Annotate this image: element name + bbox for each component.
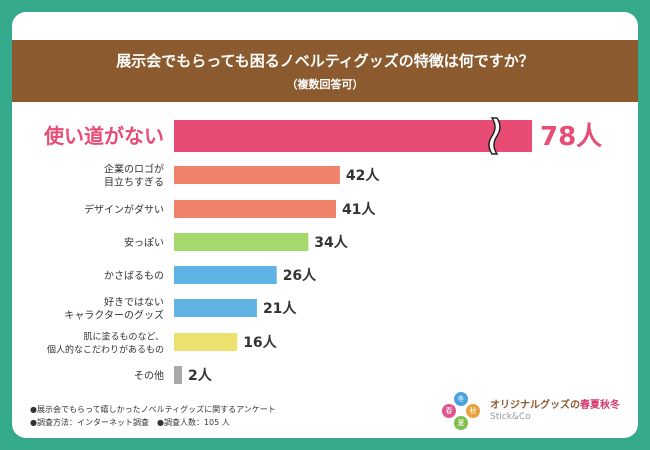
survey-method-note: ●調査方法：インターネット調査 ●調査人数：105 人: [30, 418, 230, 427]
bar: [174, 299, 257, 317]
value-label: 78人: [540, 122, 602, 152]
value-label: 42人: [346, 167, 380, 184]
brand-name-prefix: オリジナルグッズの: [490, 400, 580, 411]
value-label: 41人: [342, 201, 376, 218]
category-label: その他: [134, 369, 164, 382]
category-label: 安っぽい: [124, 236, 164, 249]
brand-name: オリジナルグッズの春夏秋冬: [490, 396, 620, 411]
chart-title: 展示会でもらっても困るノベルティグッズの特徴は何ですか？: [116, 52, 534, 70]
category-label: デザインがダサい: [84, 203, 164, 216]
category-label: 肌に塗るものなど、個人的なこだわりがあるもの: [47, 331, 164, 356]
value-label: 16人: [243, 334, 277, 351]
season-badge-icon: 夏: [454, 416, 468, 430]
chart-subtitle: （複数回答可）: [286, 78, 364, 91]
value-label: 34人: [314, 234, 348, 251]
season-badge-icon: 秋: [466, 404, 480, 418]
bar: [174, 120, 532, 152]
bar: [174, 366, 182, 384]
season-badge-icon: 冬: [454, 392, 468, 406]
category-label: 使い道がない: [43, 124, 164, 148]
title-banner: 展示会でもらっても困るノベルティグッズの特徴は何ですか？ （複数回答可）: [12, 40, 638, 102]
brand-logo-text: Stick&Co: [490, 412, 531, 422]
bar-chart: 78人 使い道がない 42人 企業のロゴが目立ちすぎる 41人 デザインがダサい 34人 安っ…: [43, 117, 602, 384]
chart-card: 展示会でもらっても困るノベルティグッズの特徴は何ですか？ （複数回答可） 78人…: [12, 12, 638, 438]
brand-name-seasons: 春夏秋冬: [580, 400, 620, 411]
bar: [174, 233, 309, 251]
category-label: かさばるもの: [104, 270, 164, 282]
bar: [174, 166, 340, 184]
category-label: 企業のロゴが目立ちすぎる: [104, 163, 164, 189]
value-label: 26人: [283, 267, 317, 284]
season-badge-icon: 春: [442, 404, 456, 418]
survey-topic-note: ●展示会でもらって嬉しかったノベルティグッズに関するアンケート: [30, 405, 276, 414]
value-label: 2人: [188, 367, 213, 384]
category-label: 好きではないキャラクターのグッズ: [64, 297, 164, 322]
axis-break-mark: [488, 117, 501, 155]
bar: [174, 266, 277, 284]
bar: [174, 200, 336, 218]
value-label: 21人: [263, 300, 297, 317]
bar: [174, 333, 238, 351]
brand-logo: 冬 春 秋 夏 オリジナルグッズの春夏秋冬 Stick&Co: [440, 390, 630, 430]
